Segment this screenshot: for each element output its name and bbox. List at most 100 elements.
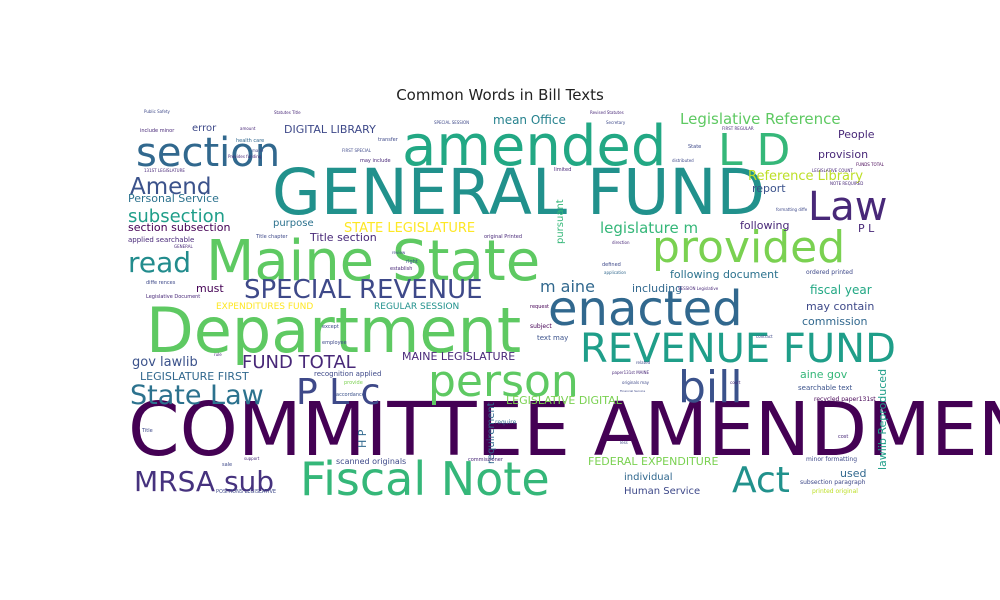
word-section-subsection: section subsection: [128, 221, 230, 234]
word-sale: sale: [222, 462, 232, 468]
word-less: less: [620, 440, 628, 445]
word-provision: provision: [818, 148, 868, 161]
word-error: error: [192, 123, 217, 134]
word-subsection: subsection: [128, 206, 225, 227]
word-positions-legislative: POSITIONS LEGISLATIVE: [216, 489, 276, 495]
word-legislative-count: LEGISLATIVE COUNT: [812, 168, 853, 173]
word-printed-original: printed original: [812, 488, 858, 495]
word-committee-amendment: COMMITTEE AMENDMENT: [128, 387, 1000, 473]
word-expenditures-fund: EXPENDITURES FUND: [216, 302, 313, 312]
word-personal-service: Personal Service: [128, 192, 219, 205]
word-general-fund: GENERAL FUND: [272, 156, 765, 229]
word-may-include: may include: [360, 158, 391, 164]
word-scanned-originals: scanned originals: [336, 457, 406, 466]
word-provides-funding: Provides funding: [228, 154, 262, 159]
word-first-special: FIRST SPECIAL: [342, 148, 372, 153]
word-report: report: [752, 182, 786, 195]
word-provided: provided: [652, 222, 845, 273]
word-limited: limited: [554, 167, 571, 173]
word-legislative-document: Legislative Document: [146, 294, 200, 300]
word-searchable-text: searchable text: [798, 384, 853, 392]
word-purpose: purpose: [273, 218, 314, 229]
word-pursuant: pursuant: [555, 199, 566, 244]
word-department: Department: [146, 294, 521, 367]
word-state-law: State Law: [130, 380, 264, 411]
word-law: Law: [808, 184, 888, 230]
word-original-printed: original Printed: [484, 234, 522, 240]
word-except: except: [322, 324, 339, 330]
word-recycled-paper131st: recycled paper131st: [814, 396, 876, 403]
word-human-service: Human Service: [624, 486, 700, 497]
word-state-legislature: STATE LEGISLATURE: [344, 221, 475, 236]
word-subject: subject: [530, 323, 552, 330]
word-ordered-printed: ordered printed: [806, 269, 853, 276]
word-must: must: [196, 282, 224, 295]
word-support: support: [244, 456, 260, 461]
word-recognition-applied: recognition applied: [314, 370, 381, 378]
word-used: used: [840, 467, 866, 480]
word-person: person: [428, 356, 579, 407]
word-digital-library: DIGITAL LIBRARY: [284, 123, 376, 136]
word-act: Act: [732, 460, 790, 501]
word-p-l-c: P L c: [296, 372, 380, 413]
word-first-regular: FIRST REGULAR: [722, 126, 754, 131]
word-section: section: [136, 130, 280, 176]
word-financial-service: Financial Service: [620, 389, 645, 393]
word-revenue-fund: REVENUE FUND: [580, 326, 896, 372]
word-fund-total: FUND TOTAL: [242, 352, 356, 373]
word-paper131st-maine: paper131st MAINE: [612, 370, 650, 375]
word-requirement: requirement: [486, 402, 497, 464]
word-made: made: [252, 148, 264, 153]
word-bill: bill: [678, 362, 743, 413]
word-gov-lawlib: gov lawlib: [132, 355, 198, 370]
word-minor-formatting: minor formatting: [806, 456, 857, 463]
word-cost: cost: [838, 434, 848, 440]
word-include-minor: include minor: [140, 128, 175, 134]
word-title-section: Title section: [309, 231, 377, 244]
word-h-p: H P: [356, 429, 369, 448]
word-amended: amended: [402, 114, 666, 179]
word-lawlib-reproduced: lawlib Reproduced: [876, 369, 889, 470]
word-following-document: following document: [670, 268, 779, 281]
word-applied-searchable: applied searchable: [128, 236, 194, 244]
word-statutes-title: Statutes Title: [274, 110, 301, 115]
word-originals-may: originals may: [622, 380, 650, 385]
word-p-l: P L: [858, 222, 875, 235]
word-legislature-first: LEGISLATURE FIRST: [140, 370, 249, 383]
word-court: court: [730, 380, 741, 385]
word-reference-library: Reference Library: [748, 169, 863, 184]
word-session-legislative: SESSION Legislative: [678, 286, 719, 291]
word-secretary: Secretary: [606, 120, 626, 125]
word-including: including: [632, 282, 682, 295]
word-health-care: health care: [236, 138, 264, 144]
word-related: related: [636, 360, 651, 365]
word-review: review: [392, 250, 406, 255]
word-people: People: [838, 128, 875, 141]
word-aine-gov: aine gov: [800, 368, 848, 381]
word-subsection-paragraph: subsection paragraph: [800, 479, 866, 486]
word-transfer: transfer: [378, 137, 399, 143]
word-commission: commission: [802, 315, 868, 328]
word-employee: employee: [322, 340, 347, 346]
word-distributed: distributed: [672, 158, 694, 163]
word-public-safety: Public Safety: [144, 109, 171, 114]
word-commissioner: commissioner: [468, 457, 504, 463]
word-amount: amount: [240, 126, 256, 131]
word-may-contain: may contain: [806, 300, 874, 313]
word-provide: provide: [344, 380, 363, 386]
word-legislative-reference: Legislative Reference: [680, 110, 841, 128]
word-contract: contract: [756, 334, 773, 339]
word-funds-total: FUNDS TOTAL: [856, 162, 885, 167]
word-diffe-rences: diffe rences: [146, 280, 176, 286]
word-application: application: [604, 270, 627, 275]
word-fiscal-note: Fiscal Note: [300, 452, 550, 506]
word-mean-office: mean Office: [493, 113, 566, 127]
word-right: right: [406, 259, 418, 265]
word-special-session: SPECIAL SESSION: [434, 120, 469, 125]
word-enacted: enacted: [548, 281, 743, 337]
word-mrsa-sub: MRSA sub: [134, 465, 274, 498]
word-regular-session: REGULAR SESSION: [374, 302, 459, 312]
word-individual: individual: [624, 472, 673, 483]
word-special-revenue: SPECIAL REVENUE: [244, 275, 483, 305]
